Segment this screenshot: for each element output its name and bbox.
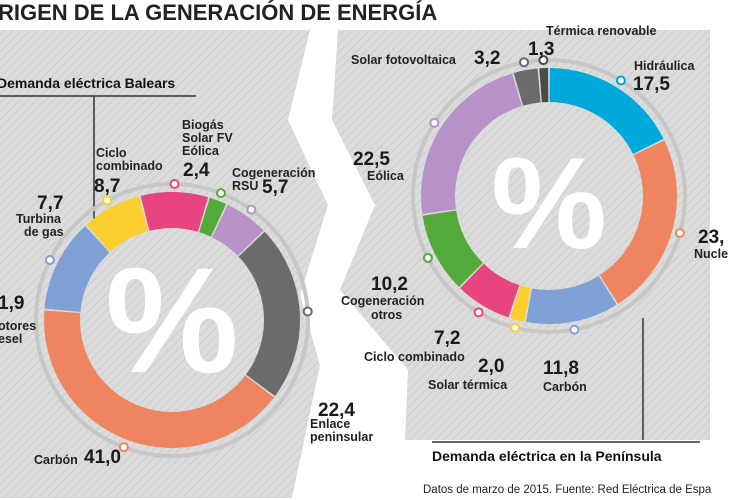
label-text-enlace-2: peninsular bbox=[310, 430, 373, 444]
balears-slice-motores-diesel bbox=[44, 226, 110, 312]
label-text-ciclo-2: combinado bbox=[96, 159, 163, 173]
peninsula-slice-carbon bbox=[525, 275, 617, 325]
label-value-turbina: 7,7 bbox=[37, 193, 63, 214]
peninsula-slice-solar-termica bbox=[510, 285, 531, 322]
peninsula-slice-hidraulica bbox=[549, 68, 664, 154]
label-value-biogas: 2,4 bbox=[183, 160, 210, 181]
label-text-motores-2: esel bbox=[0, 332, 22, 346]
r-label-text-solar-termica: Solar térmica bbox=[428, 378, 508, 392]
peninsula-marker-7 bbox=[519, 57, 530, 68]
balears-marker-0 bbox=[302, 306, 313, 317]
balears-subtitle: Demanda eléctrica Balears bbox=[0, 75, 175, 91]
peninsula-marker-5 bbox=[422, 252, 433, 263]
peninsula-slice-ciclo-combinado bbox=[460, 263, 520, 318]
label-text-motores-1: otores bbox=[0, 319, 36, 333]
r-label-text-carbon: Carbón bbox=[543, 380, 587, 394]
peninsula-percent-glyph: % bbox=[491, 130, 607, 276]
r-label-value-termica: 1,3 bbox=[528, 39, 554, 60]
peninsula-donut bbox=[411, 55, 687, 335]
label-text-biogas-2: Solar FV bbox=[182, 131, 233, 145]
peninsula-marker-8 bbox=[538, 55, 549, 66]
balears-slice-carbon bbox=[44, 310, 274, 448]
label-value-cogen: 5,7 bbox=[262, 177, 288, 198]
r-label-value-solar-fv: 3,2 bbox=[474, 48, 500, 69]
r-label-value-nuclear: 23, bbox=[698, 227, 724, 248]
r-label-text-nuclear: Nucle bbox=[694, 247, 728, 261]
label-text-enlace-1: Enlace bbox=[310, 417, 350, 431]
label-text-biogas-3: Eólica bbox=[182, 144, 220, 158]
label-text-turbina-2: de gas bbox=[24, 225, 64, 239]
label-text-biogas-1: Biogás bbox=[182, 118, 224, 132]
balears-marker-2 bbox=[44, 255, 55, 266]
label-value-enlace: 22,4 bbox=[318, 400, 355, 421]
balears-percent-glyph: % bbox=[105, 236, 238, 404]
peninsula-marker-1 bbox=[674, 227, 685, 238]
peninsula-outer-ring bbox=[411, 58, 687, 334]
peninsula-slice-termica-renovable bbox=[539, 68, 549, 103]
peninsula-marker-6 bbox=[429, 117, 440, 128]
r-label-value-carbon: 11,8 bbox=[543, 358, 579, 379]
label-text-turbina-1: Turbina bbox=[16, 212, 62, 226]
peninsula-subtitle: Demanda eléctrica en la Península bbox=[432, 448, 662, 464]
peninsula-slice-nuclear bbox=[599, 140, 678, 304]
peninsula-marker-0 bbox=[615, 75, 626, 86]
label-text-cogen-2: RSU bbox=[232, 179, 258, 193]
label-value-motores: 1,9 bbox=[0, 293, 24, 314]
balears-marker-4 bbox=[169, 179, 180, 190]
peninsula-slice-eolica bbox=[421, 73, 522, 214]
r-label-text-cogen-2: otros bbox=[371, 308, 402, 322]
balears-marker-1 bbox=[118, 442, 129, 453]
page-title: RIGEN DE LA GENERACIÓN DE ENERGÍA bbox=[0, 0, 437, 25]
r-label-value-eolica: 22,5 bbox=[353, 149, 390, 170]
peninsula-marker-4 bbox=[473, 307, 484, 318]
r-label-value-cogen: 10,2 bbox=[371, 274, 408, 295]
balears-slice-cogeneracion-rsu bbox=[212, 204, 264, 256]
balears-slice-ciclo-combinado bbox=[140, 192, 209, 232]
balears-slice-enlace-peninsular bbox=[238, 231, 300, 396]
r-label-value-ciclo: 7,2 bbox=[434, 328, 460, 349]
source-note: Datos de marzo de 2015. Fuente: Red Eléc… bbox=[423, 484, 712, 496]
r-label-text-eolica: Eólica bbox=[367, 169, 405, 183]
label-text-carbon: Carbón bbox=[34, 453, 78, 467]
label-text-cogen-1: Cogeneración bbox=[232, 166, 315, 180]
r-label-text-ciclo: Ciclo combinado bbox=[364, 350, 465, 364]
peninsula-slice-cogeneracion-otros bbox=[422, 210, 483, 287]
r-label-text-hidraulica: Hidráulica bbox=[634, 59, 695, 73]
r-label-text-termica: Térmica renovable bbox=[546, 24, 657, 38]
label-text-ciclo-1: Ciclo bbox=[96, 146, 127, 160]
balears-slice-turbina-de-gas bbox=[86, 196, 149, 252]
balears-marker-6 bbox=[246, 204, 257, 215]
peninsula-slice-solar-fotovoltaica bbox=[513, 68, 541, 106]
r-label-text-solar-fv: Solar fotovoltaica bbox=[351, 53, 457, 67]
label-value-ciclo: 8,7 bbox=[94, 176, 120, 197]
peninsula-marker-3 bbox=[510, 322, 521, 333]
balears-marker-3 bbox=[102, 195, 113, 206]
r-label-text-cogen-1: Cogeneración bbox=[341, 294, 424, 308]
peninsula-marker-2 bbox=[569, 324, 580, 335]
label-value-carbon: 41,0 bbox=[84, 447, 121, 468]
balears-donut bbox=[34, 179, 313, 458]
balears-marker-5 bbox=[215, 188, 226, 199]
r-label-value-solar-termica: 2,0 bbox=[478, 356, 504, 377]
r-label-value-hidraulica: 17,5 bbox=[633, 74, 670, 95]
balears-slice-biogas-solar-fv-eolica bbox=[199, 197, 227, 237]
